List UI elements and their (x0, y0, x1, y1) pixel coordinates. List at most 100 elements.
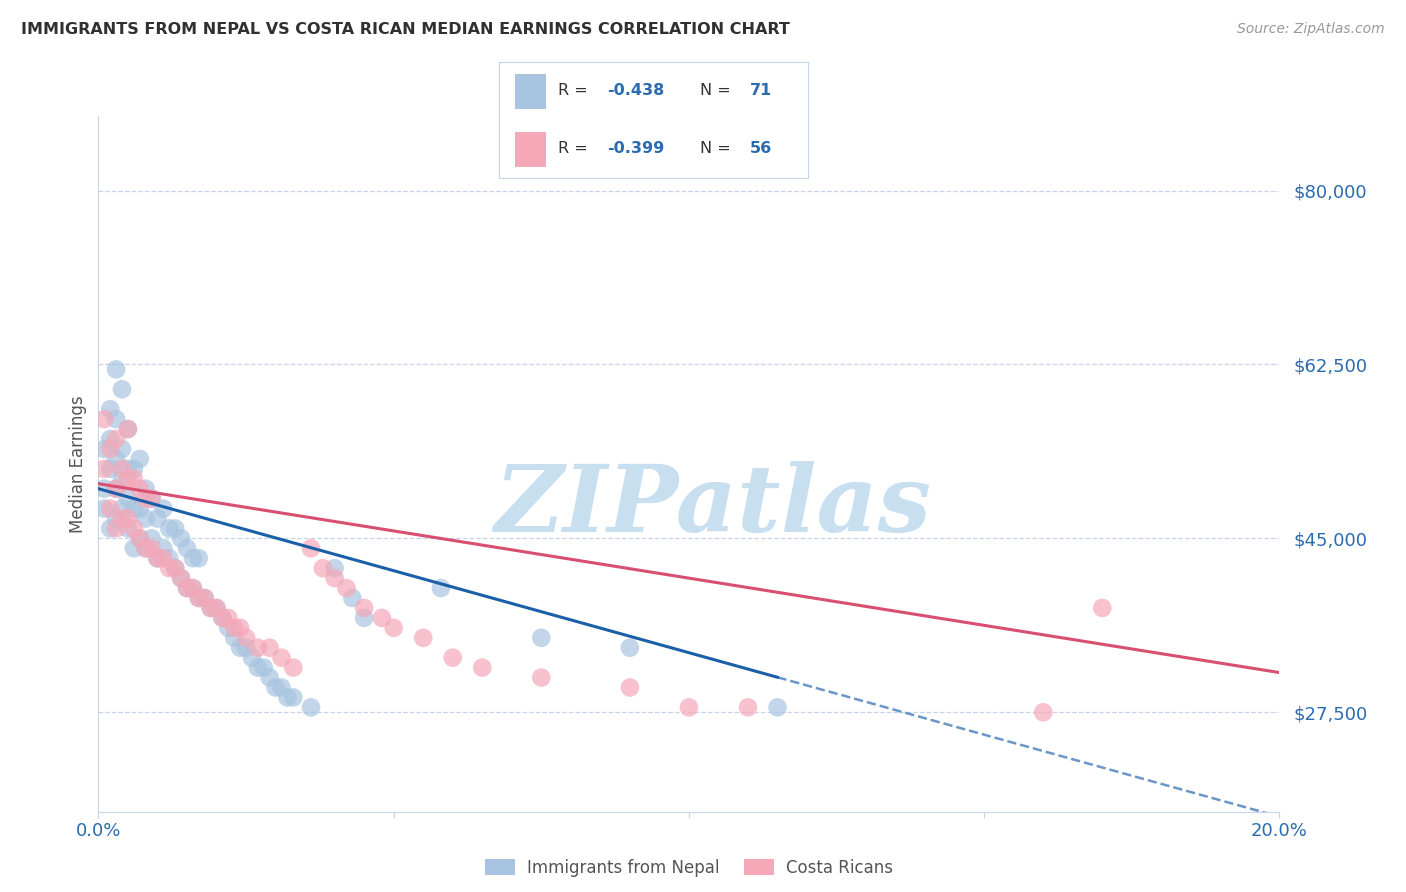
Point (93, 412, 115, 426)
Point (170, 571, 193, 585)
Point (229, 621, 252, 635)
Point (170, 571, 193, 585)
Point (259, 671, 281, 685)
Point (93, 442, 115, 456)
Point (146, 511, 169, 525)
Point (246, 640, 269, 655)
Point (200, 601, 222, 615)
Point (299, 700, 322, 714)
Text: N =: N = (700, 141, 737, 156)
Point (128, 482, 150, 496)
Point (259, 640, 281, 655)
Point (111, 501, 134, 516)
Point (187, 591, 209, 605)
Point (619, 640, 641, 655)
Point (117, 422, 139, 436)
Point (93, 462, 115, 476)
Point (181, 581, 204, 595)
Text: R =: R = (558, 141, 593, 156)
Point (165, 561, 187, 575)
Point (135, 491, 157, 506)
Point (229, 640, 252, 655)
Point (240, 650, 263, 665)
Point (98, 462, 121, 476)
Bar (515, 74, 546, 109)
Point (157, 521, 180, 535)
Point (165, 521, 187, 535)
Text: -0.399: -0.399 (607, 141, 665, 156)
Point (122, 541, 145, 556)
Point (224, 631, 246, 645)
Point (122, 462, 145, 476)
Point (224, 621, 246, 635)
Point (105, 482, 128, 496)
Point (111, 511, 134, 525)
Point (412, 631, 434, 645)
Point (441, 650, 464, 665)
Point (152, 501, 174, 516)
Point (117, 521, 139, 535)
Point (105, 451, 128, 466)
Point (430, 581, 453, 595)
Point (235, 631, 257, 645)
Point (619, 681, 641, 695)
Point (205, 601, 228, 615)
Point (128, 451, 150, 466)
Point (98, 432, 121, 446)
Point (152, 551, 174, 566)
Point (146, 551, 169, 566)
Point (176, 581, 198, 595)
Y-axis label: Median Earnings: Median Earnings (69, 395, 87, 533)
Point (141, 491, 163, 506)
Point (122, 472, 145, 486)
Point (117, 422, 139, 436)
Point (353, 611, 375, 625)
Point (270, 650, 292, 665)
Text: -0.438: -0.438 (607, 83, 665, 98)
Point (530, 671, 553, 685)
Point (299, 541, 322, 556)
Point (270, 681, 292, 695)
Point (187, 591, 209, 605)
Point (135, 511, 157, 525)
Text: IMMIGRANTS FROM NEPAL VS COSTA RICAN MEDIAN EARNINGS CORRELATION CHART: IMMIGRANTS FROM NEPAL VS COSTA RICAN MED… (21, 22, 790, 37)
Point (187, 551, 209, 566)
Point (276, 690, 298, 705)
Point (135, 541, 157, 556)
Point (530, 631, 553, 645)
Point (353, 601, 375, 615)
Point (205, 601, 228, 615)
Point (105, 412, 128, 426)
Point (371, 611, 394, 625)
Point (283, 690, 305, 705)
Text: Source: ZipAtlas.com: Source: ZipAtlas.com (1237, 22, 1385, 37)
Point (98, 402, 121, 417)
Point (235, 640, 257, 655)
Text: R =: R = (558, 83, 593, 98)
Point (135, 482, 157, 496)
Point (471, 660, 494, 674)
Point (128, 501, 150, 516)
Point (678, 700, 700, 714)
Point (117, 472, 139, 486)
Point (737, 700, 759, 714)
Point (122, 521, 145, 535)
Point (157, 561, 180, 575)
Point (98, 442, 121, 456)
Point (766, 700, 789, 714)
Point (98, 501, 121, 516)
Point (105, 432, 128, 446)
Point (211, 611, 233, 625)
Point (264, 681, 287, 695)
Point (283, 660, 305, 674)
Point (117, 491, 139, 506)
Point (194, 591, 217, 605)
Point (105, 362, 128, 376)
Point (111, 442, 134, 456)
Point (335, 581, 357, 595)
Bar (515, 132, 546, 167)
Point (176, 581, 198, 595)
Point (105, 521, 128, 535)
Point (217, 611, 239, 625)
Point (122, 501, 145, 516)
